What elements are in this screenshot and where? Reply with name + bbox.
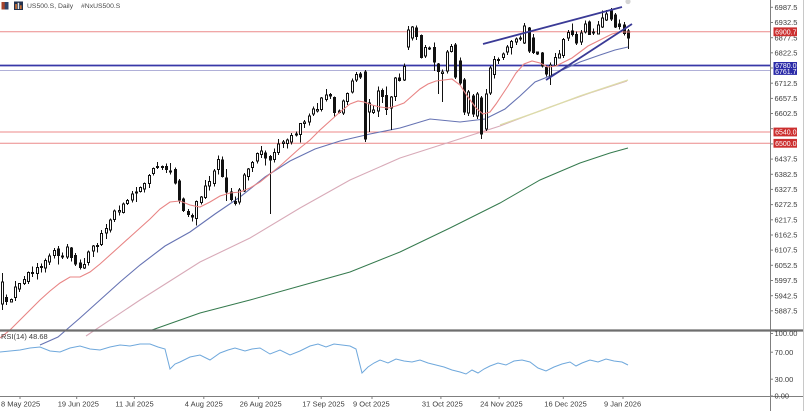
svg-text:17 Sep 2025: 17 Sep 2025: [302, 400, 345, 409]
svg-text:6327.5: 6327.5: [775, 185, 798, 194]
svg-text:31 Oct 2025: 31 Oct 2025: [422, 400, 463, 409]
svg-text:16 Dec 2025: 16 Dec 2025: [544, 400, 587, 409]
svg-text:26 Aug 2025: 26 Aug 2025: [240, 400, 282, 409]
svg-text:5997.5: 5997.5: [775, 276, 798, 285]
svg-text:#NxUS500.S: #NxUS500.S: [81, 3, 121, 10]
svg-text:6602.5: 6602.5: [775, 109, 798, 118]
svg-text:6382.5: 6382.5: [775, 170, 798, 179]
svg-text:4 Aug 2025: 4 Aug 2025: [185, 400, 223, 409]
svg-text:6217.5: 6217.5: [775, 215, 798, 224]
svg-text:6822.5: 6822.5: [775, 48, 798, 57]
svg-text:6877.5: 6877.5: [775, 33, 798, 42]
svg-text:11 Jul 2025: 11 Jul 2025: [115, 400, 153, 409]
svg-text:6712.5: 6712.5: [775, 79, 798, 88]
svg-text:8 May 2025: 8 May 2025: [1, 400, 40, 409]
svg-text:9 Oct 2025: 9 Oct 2025: [353, 400, 390, 409]
svg-text:30.00: 30.00: [775, 375, 794, 384]
svg-text:6272.5: 6272.5: [775, 200, 798, 209]
svg-text:24 Nov 2025: 24 Nov 2025: [480, 400, 523, 409]
svg-text:5887.5: 5887.5: [775, 306, 798, 315]
svg-text:US500.S, Daily: US500.S, Daily: [27, 3, 74, 10]
svg-text:9 Jan 2026: 9 Jan 2026: [604, 400, 641, 409]
svg-text:6761.7: 6761.7: [775, 69, 797, 76]
svg-text:6987.5: 6987.5: [775, 3, 798, 12]
svg-text:0.00: 0.00: [775, 392, 790, 401]
svg-text:6107.5: 6107.5: [775, 246, 798, 255]
svg-text:RSI(14) 48.68: RSI(14) 48.68: [1, 332, 48, 341]
svg-text:70.00: 70.00: [775, 348, 794, 357]
svg-text:6932.5: 6932.5: [775, 18, 798, 27]
svg-text:6437.5: 6437.5: [775, 155, 798, 164]
svg-text:6162.5: 6162.5: [775, 231, 798, 240]
svg-text:5942.5: 5942.5: [775, 291, 798, 300]
svg-text:6052.5: 6052.5: [775, 261, 798, 270]
svg-text:100.00: 100.00: [775, 329, 798, 338]
svg-text:19 Jun 2025: 19 Jun 2025: [58, 400, 99, 409]
svg-text:6900.7: 6900.7: [775, 29, 797, 36]
svg-text:6500.0: 6500.0: [775, 141, 797, 148]
svg-text:6657.5: 6657.5: [775, 94, 798, 103]
svg-text:6540.0: 6540.0: [775, 130, 797, 137]
svg-text:6780.0: 6780.0: [775, 63, 797, 70]
